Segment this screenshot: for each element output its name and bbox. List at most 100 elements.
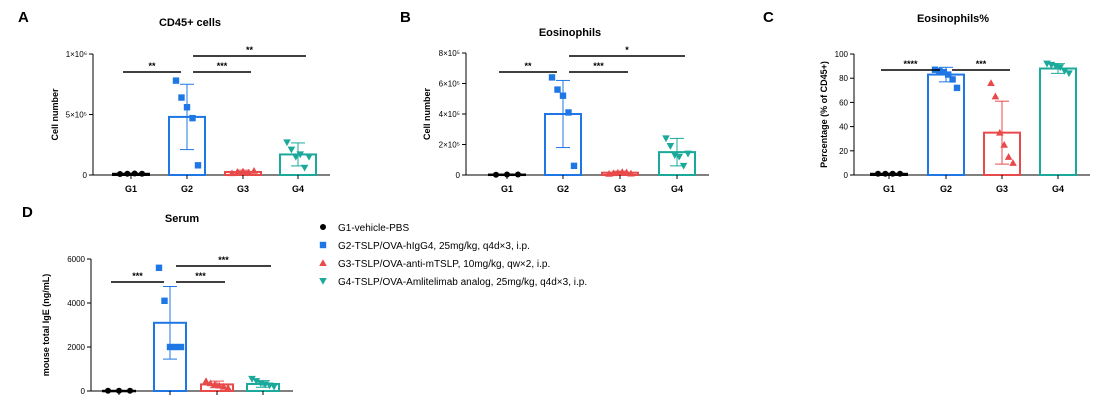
data-point [1000, 140, 1008, 148]
panel-c: C Eosinophils% 0 20 40 60 80 100 Percentage (% o… [763, 9, 1090, 194]
data-point [215, 381, 223, 389]
data-point [248, 375, 256, 383]
legend-marker [319, 259, 327, 266]
data-point [233, 168, 242, 175]
chart-title: Eosinophils% [917, 13, 989, 25]
panel-b: B Eosinophils 0 2×10⁵ 4×10⁵ 6×10⁵ 8×10⁵ Cell nu… [400, 9, 709, 194]
panel-d: D Serum 0 2000 4000 6000 mouse total IgE (ng/m… [22, 204, 293, 396]
y-tick-label: 40 [839, 123, 848, 132]
data-point [1004, 153, 1013, 160]
data-point [679, 162, 688, 170]
y-tick-label: 2000 [67, 343, 85, 352]
data-point [211, 380, 219, 388]
data-point [296, 151, 304, 159]
y-axis-label: Cell number [422, 88, 432, 141]
significance-label: *** [217, 61, 228, 71]
y-tick-label: 20 [839, 147, 848, 156]
significance-label: ** [246, 45, 254, 55]
significance-label: *** [593, 61, 604, 71]
legend-label: G2-TSLP/OVA-hIgG4, 25mg/kg, q4d×3, i.p. [338, 241, 530, 252]
data-point [936, 67, 943, 75]
data-point [202, 377, 210, 385]
data-point [270, 383, 278, 391]
data-point [940, 68, 947, 76]
data-point [189, 114, 196, 122]
significance-label: * [625, 45, 629, 55]
data-point [244, 168, 253, 176]
data-point [1009, 159, 1017, 166]
y-tick-label: 4000 [67, 299, 85, 308]
y-tick-label: 0 [844, 171, 849, 180]
legend-label: G4-TSLP/OVA-Amlitelimab analog, 25mg/kg,… [338, 277, 587, 288]
data-point [194, 162, 202, 169]
significance-label: ** [524, 61, 532, 71]
data-point [559, 92, 567, 99]
y-axis-label: Percentage (% of CD45+) [819, 61, 829, 168]
data-point [515, 171, 521, 178]
x-tick-label: G1 [125, 184, 137, 194]
data-point [219, 382, 228, 390]
y-tick-label: 80 [839, 74, 848, 83]
data-point [889, 170, 896, 177]
x-tick-label: G4 [671, 184, 683, 194]
legend [316, 219, 736, 291]
data-point [127, 387, 133, 394]
data-point [305, 153, 313, 161]
legend-marker [319, 241, 327, 249]
data-point [504, 171, 510, 178]
data-point [177, 343, 185, 351]
chart-title: CD45+ cells [159, 17, 221, 29]
data-point [987, 79, 995, 87]
data-point [250, 166, 258, 174]
data-point [945, 71, 952, 78]
significance-label: **** [903, 59, 918, 69]
data-point [570, 162, 578, 170]
data-point [565, 109, 572, 116]
data-point [548, 74, 556, 81]
y-tick-label: 2×10⁵ [439, 141, 460, 150]
data-point [1060, 67, 1069, 75]
data-point [224, 383, 232, 391]
data-point [493, 171, 499, 178]
data-point [949, 76, 956, 83]
y-tick-label: 0 [81, 387, 86, 396]
y-tick-label: 0 [456, 171, 461, 180]
data-point [178, 94, 185, 101]
y-tick-label: 100 [835, 50, 849, 59]
x-tick-label: G4 [292, 184, 304, 194]
data-point [953, 84, 961, 92]
y-tick-label: 60 [839, 98, 848, 107]
x-tick-label: G2 [557, 184, 569, 194]
data-point [1056, 64, 1064, 72]
data-point [155, 264, 163, 271]
x-tick-label: G3 [996, 184, 1008, 194]
y-tick-label: 6000 [67, 255, 85, 264]
data-point [172, 77, 180, 84]
data-point [684, 150, 692, 158]
x-tick-label: G4 [1052, 184, 1064, 194]
data-point [239, 167, 247, 175]
data-point [228, 169, 236, 177]
chart-title: Serum [165, 213, 199, 225]
panel-letter: C [763, 9, 774, 26]
data-point [897, 170, 903, 177]
data-point [882, 170, 889, 177]
panel-a: A CD45+ cells 0 5×10⁵ 1×10⁶ Cell number G1 G2 G3… [18, 9, 330, 194]
x-tick-label: G2 [181, 184, 193, 194]
significance-label: *** [218, 255, 229, 265]
data-point [996, 128, 1004, 136]
y-axis-label: mouse total IgE (ng/mL) [41, 274, 51, 377]
chart-title: Eosinophils [539, 27, 601, 39]
data-point [300, 164, 309, 172]
y-tick-label: 1×10⁶ [66, 50, 87, 59]
y-axis-label: Cell number [50, 88, 60, 141]
data-point [116, 387, 122, 394]
data-point [172, 343, 179, 351]
y-tick-label: 6×10⁵ [439, 80, 460, 89]
y-tick-label: 0 [83, 171, 88, 180]
significance-label: *** [976, 59, 987, 69]
legend-group: G1-vehicle-PBS G2-TSLP/OVA-hIgG4, 25mg/kg… [319, 223, 587, 288]
data-point [554, 86, 561, 93]
x-tick-label: G1 [883, 184, 895, 194]
